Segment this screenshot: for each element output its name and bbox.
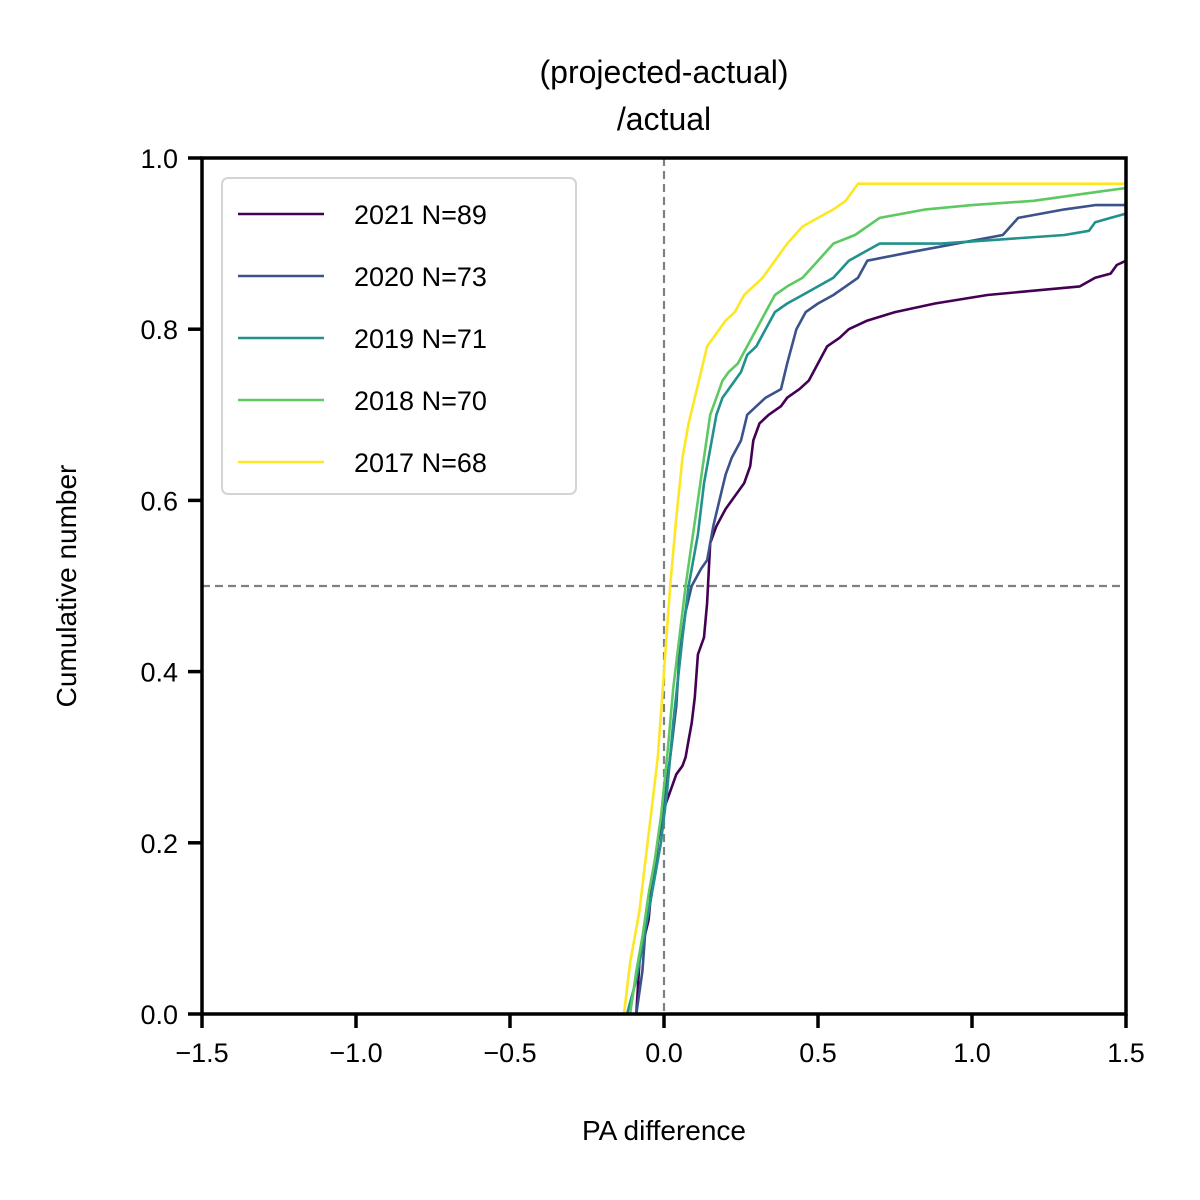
legend-label-0: 2021 N=89 bbox=[354, 200, 487, 230]
y-tick-label: 1.0 bbox=[140, 144, 178, 174]
x-tick-label: −0.5 bbox=[483, 1038, 536, 1068]
series-lines bbox=[622, 182, 1127, 1015]
axis-ticks: −1.5 −1.0 −0.5 0.0 0.5 1.0 1.5 0.0 0.2 0.4 0.6 0.8 1… bbox=[140, 144, 1144, 1068]
x-tick-label: −1.5 bbox=[175, 1038, 228, 1068]
legend-box bbox=[221, 177, 577, 495]
y-tick-label: 0.4 bbox=[140, 658, 178, 688]
series-line-4 bbox=[622, 182, 1126, 1015]
x-tick-label: 0.0 bbox=[645, 1038, 683, 1068]
y-tick-label: 0.0 bbox=[140, 1000, 178, 1030]
y-tick-label: 0.6 bbox=[140, 486, 178, 516]
x-tick-label: 1.0 bbox=[953, 1038, 991, 1068]
legend-label-1: 2020 N=73 bbox=[354, 262, 487, 292]
chart-title-line-1: (projected-actual) bbox=[540, 54, 789, 90]
x-axis-label: PA difference bbox=[582, 1115, 746, 1146]
x-tick-label: −1.0 bbox=[329, 1038, 382, 1068]
y-tick-label: 0.8 bbox=[140, 315, 178, 345]
legend-label-4: 2017 N=68 bbox=[354, 448, 487, 478]
x-tick-label: 0.5 bbox=[799, 1038, 837, 1068]
series-line-2 bbox=[625, 212, 1127, 1015]
legend-label-3: 2018 N=70 bbox=[354, 386, 487, 416]
chart-title-line-2: /actual bbox=[617, 101, 711, 137]
series-line-0 bbox=[635, 259, 1127, 1015]
series-line-3 bbox=[628, 186, 1127, 1015]
y-tick-label: 0.2 bbox=[140, 829, 178, 859]
x-tick-label: 1.5 bbox=[1107, 1038, 1145, 1068]
plot-frame bbox=[200, 156, 1128, 1016]
reference-lines bbox=[202, 158, 1126, 1014]
y-axis-label: Cumulative number bbox=[51, 465, 82, 708]
legend: 2021 N=89 2020 N=73 2019 N=71 2018 N=70 2017… bbox=[221, 177, 577, 495]
legend-label-2: 2019 N=71 bbox=[354, 324, 487, 354]
